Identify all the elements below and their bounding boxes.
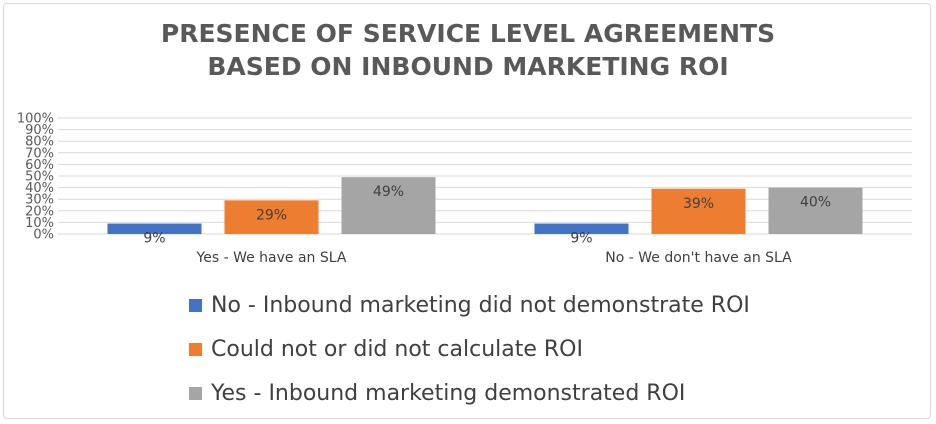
- y-tick-90: 90%: [25, 123, 54, 138]
- y-tick-40: 40%: [25, 181, 54, 196]
- y-tick-80: 80%: [25, 135, 54, 150]
- data-label-yes-we-have-an-sla-no-inbound-marketing-did-not-demonstrate-roi: 9%: [143, 231, 165, 247]
- chart-title-line-2: BASED ON INBOUND MARKETING ROI: [207, 52, 729, 81]
- data-label-no-we-don-t-have-an-sla-yes-inbound-marketing-demonstrated-roi: 40%: [800, 195, 831, 211]
- chart-frame: [3, 3, 931, 419]
- x-tick-no-we-don-t-have-an-sla: No - We don't have an SLA: [605, 250, 792, 266]
- legend-label-demonstrated-roi: Yes - Inbound marketing demonstrated ROI: [211, 380, 686, 406]
- y-tick-50: 50%: [25, 170, 54, 185]
- data-label-no-we-don-t-have-an-sla-could-not-or-did-not-calculate-roi: 39%: [683, 196, 714, 212]
- legend-item-not-calculated: Could not or did not calculate ROI: [189, 327, 750, 371]
- bar-no-we-don-t-have-an-sla-could-not-or-did-not-calculate-roi: [651, 188, 746, 234]
- bar-no-we-don-t-have-an-sla-yes-inbound-marketing-demonstrated-roi: [768, 187, 863, 234]
- y-tick-10: 10%: [25, 216, 54, 231]
- data-label-yes-we-have-an-sla-could-not-or-did-not-calculate-roi: 29%: [256, 207, 287, 223]
- legend-item-demonstrated-roi: Yes - Inbound marketing demonstrated ROI: [189, 371, 750, 415]
- legend-label-no-roi: No - Inbound marketing did not demonstra…: [211, 292, 750, 318]
- data-label-yes-we-have-an-sla-yes-inbound-marketing-demonstrated-roi: 49%: [373, 184, 404, 200]
- data-label-no-we-don-t-have-an-sla-no-inbound-marketing-did-not-demonstrate-roi: 9%: [570, 231, 592, 247]
- bar-yes-we-have-an-sla-no-inbound-marketing-did-not-demonstrate-roi: [107, 223, 202, 234]
- y-tick-20: 20%: [25, 204, 54, 219]
- legend-swatch-no-roi: [189, 298, 202, 312]
- y-tick-30: 30%: [25, 193, 54, 208]
- x-tick-yes-we-have-an-sla: Yes - We have an SLA: [196, 250, 347, 266]
- y-tick-100: 100%: [17, 112, 54, 127]
- legend-item-no-roi: No - Inbound marketing did not demonstra…: [189, 283, 750, 327]
- y-tick-70: 70%: [25, 146, 54, 161]
- chart-title-line-1: PRESENCE OF SERVICE LEVEL AGREEMENTS: [160, 19, 776, 48]
- bar-yes-we-have-an-sla-could-not-or-did-not-calculate-roi: [224, 200, 319, 234]
- y-tick-60: 60%: [25, 158, 54, 173]
- legend-swatch-not-calculated: [189, 342, 202, 356]
- legend-label-not-calculated: Could not or did not calculate ROI: [211, 336, 583, 362]
- bar-no-we-don-t-have-an-sla-no-inbound-marketing-did-not-demonstrate-roi: [534, 223, 629, 234]
- legend-swatch-demonstrated-roi: [189, 386, 202, 400]
- bar-chart: 0%10%20%30%40%50%60%70%80%90%100%9%29%49…: [17, 112, 912, 266]
- chart-title: PRESENCE OF SERVICE LEVEL AGREEMENTS BAS…: [0, 17, 936, 83]
- bar-yes-we-have-an-sla-yes-inbound-marketing-demonstrated-roi: [341, 177, 436, 234]
- chart-legend: No - Inbound marketing did not demonstra…: [189, 283, 750, 415]
- y-tick-0: 0%: [33, 228, 54, 243]
